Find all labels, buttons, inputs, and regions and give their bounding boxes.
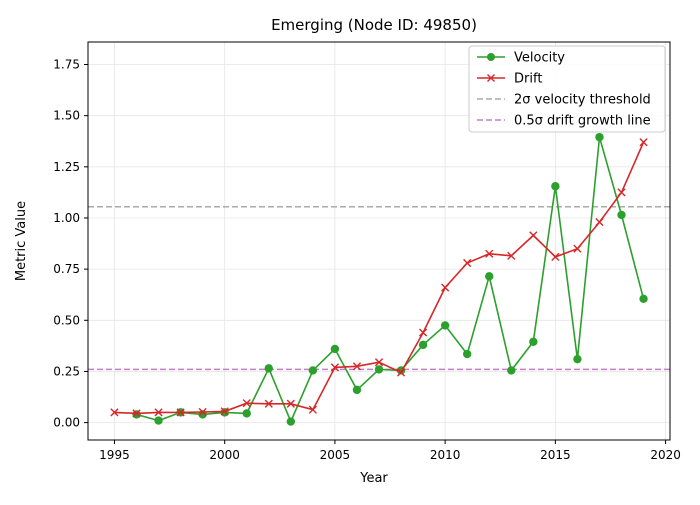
- data-point: [220, 408, 229, 417]
- data-point: [617, 188, 626, 197]
- legend-item: Velocity: [477, 51, 565, 66]
- y-tick-label: 0.25: [53, 364, 80, 378]
- data-point: [617, 210, 626, 220]
- data-point: [286, 399, 295, 408]
- data-point: [529, 337, 538, 346]
- data-point: [352, 385, 362, 395]
- y-axis-label: Metric Value: [14, 201, 29, 281]
- y-tick-label: 0.00: [53, 416, 80, 430]
- data-point: [507, 366, 516, 375]
- data-point: [462, 349, 472, 359]
- data-point: [242, 409, 251, 418]
- data-point: [639, 138, 648, 147]
- legend-marker: [487, 74, 495, 82]
- data-point: [507, 251, 516, 260]
- data-point: [176, 408, 185, 417]
- y-axis: 0.00 0.25 0.50 0.75 1.00 1.25 1.50 1.75: [53, 58, 88, 430]
- y-tick-label: 0.75: [53, 262, 80, 276]
- data-point: [639, 294, 648, 304]
- chart-title: Emerging (Node ID: 49850): [271, 16, 477, 34]
- data-point: [242, 399, 251, 408]
- plot-frame: [87, 41, 671, 441]
- legend-label: Drift: [514, 72, 542, 87]
- legend-item: 0.5σ drift growth line: [477, 114, 651, 129]
- series-drift: [110, 138, 648, 418]
- data-point: [286, 417, 296, 426]
- data-point: [551, 182, 560, 191]
- data-point: [573, 244, 582, 253]
- data-point: [308, 405, 317, 414]
- y-tick-label: 1.50: [53, 109, 80, 123]
- data-point: [418, 340, 428, 350]
- y-tick-label: 1.25: [53, 160, 80, 174]
- data-point: [110, 408, 119, 417]
- data-point: [154, 408, 163, 417]
- data-point: [485, 272, 494, 281]
- data-point: [595, 217, 604, 227]
- data-point: [374, 358, 384, 367]
- data-point: [198, 407, 207, 417]
- series: [110, 132, 648, 426]
- data-point: [220, 407, 229, 416]
- legend-marker: [487, 53, 495, 61]
- reference-lines: [88, 205, 670, 371]
- data-point: [330, 363, 340, 372]
- y-tick-label: 1.75: [53, 58, 80, 72]
- x-tick-label: 2000: [209, 448, 240, 462]
- x-tick-label: 1995: [99, 448, 130, 462]
- legend-label: 2σ velocity threshold: [514, 93, 651, 108]
- data-point: [485, 249, 494, 258]
- data-point: [463, 258, 472, 268]
- legend-box: [468, 45, 666, 133]
- data-point: [529, 231, 538, 240]
- data-point: [330, 344, 340, 354]
- legend-item: Drift: [477, 72, 542, 87]
- series-line: [136, 136, 645, 424]
- legend-item: 2σ velocity threshold: [477, 93, 651, 108]
- data-point: [595, 132, 604, 142]
- x-tick-label: 2020: [650, 448, 681, 462]
- data-point: [396, 368, 406, 377]
- series-velocity: [132, 132, 648, 426]
- data-point: [132, 409, 141, 418]
- data-point: [352, 362, 362, 371]
- x-axis-label: Year: [359, 471, 388, 486]
- data-point: [551, 252, 560, 261]
- data-point: [573, 354, 582, 364]
- data-point: [132, 410, 141, 419]
- x-tick-label: 2010: [430, 448, 461, 462]
- y-tick-label: 1.00: [53, 211, 80, 225]
- data-point: [418, 328, 428, 337]
- data-point: [264, 364, 273, 373]
- x-tick-label: 2015: [540, 448, 571, 462]
- y-tick-label: 0.50: [53, 313, 80, 327]
- legend-label: Velocity: [514, 51, 565, 66]
- data-point: [154, 416, 163, 425]
- x-axis: 1995 2000 2005 2010 2015 2020: [99, 440, 681, 462]
- data-point: [264, 399, 273, 408]
- legend-label: 0.5σ drift growth line: [514, 114, 651, 129]
- legend: Velocity Drift 2σ velocity threshold 0.5σ d…: [468, 45, 666, 133]
- data-point: [308, 366, 318, 375]
- data-point: [374, 365, 384, 374]
- x-tick-label: 2005: [320, 448, 351, 462]
- data-point: [440, 321, 450, 330]
- data-point: [441, 283, 450, 292]
